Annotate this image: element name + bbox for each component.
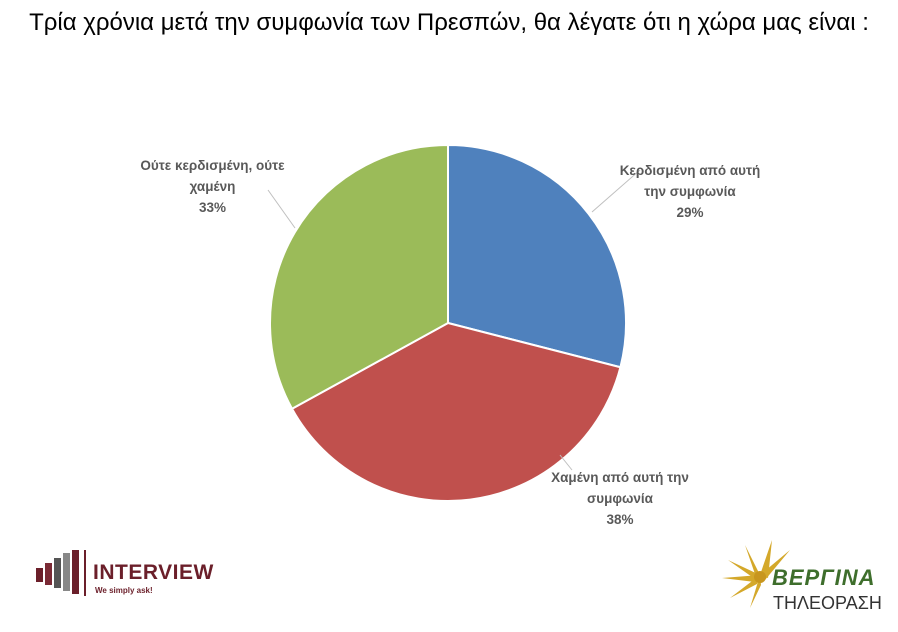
- slice-label: Ούτε κερδισμένη, ούτε χαμένη 33%: [140, 155, 285, 218]
- value-label: 33%: [198, 200, 227, 215]
- value-label: 29%: [676, 205, 704, 220]
- value-label: 38%: [606, 512, 634, 527]
- slice-label: Κερδισμένη από αυτή την συμφωνία 29%: [615, 160, 765, 223]
- pie-slice: [269, 143, 449, 411]
- leader-line: [559, 454, 573, 471]
- leader-line: [267, 189, 296, 229]
- pie-slice: [290, 321, 622, 502]
- chart-title: Τρία χρόνια μετά την συμφωνία των Πρεσπώ…: [29, 9, 869, 36]
- logo-subtext: ΤΗΛΕΟΡΑΣΗ: [773, 593, 882, 613]
- logo-text: INTERVIEW: [93, 561, 214, 584]
- category-label: Κερδισμένη από αυτή την συμφωνία: [619, 163, 761, 199]
- slice-label: Χαμένη από αυτή την συμφωνία 38%: [545, 467, 695, 530]
- logo-text: ΒΕΡΓΙΝΑ: [772, 565, 876, 590]
- category-label: Χαμένη από αυτή την συμφωνία: [551, 470, 689, 506]
- pie-slice: [447, 143, 627, 369]
- logo-slogan: We simply ask!: [95, 586, 153, 595]
- category-label: Ούτε κερδισμένη, ούτε χαμένη: [140, 158, 285, 194]
- vergina-logo-sun: [722, 540, 790, 608]
- leader-line: [591, 169, 641, 213]
- interview-logo-icon: [36, 550, 86, 596]
